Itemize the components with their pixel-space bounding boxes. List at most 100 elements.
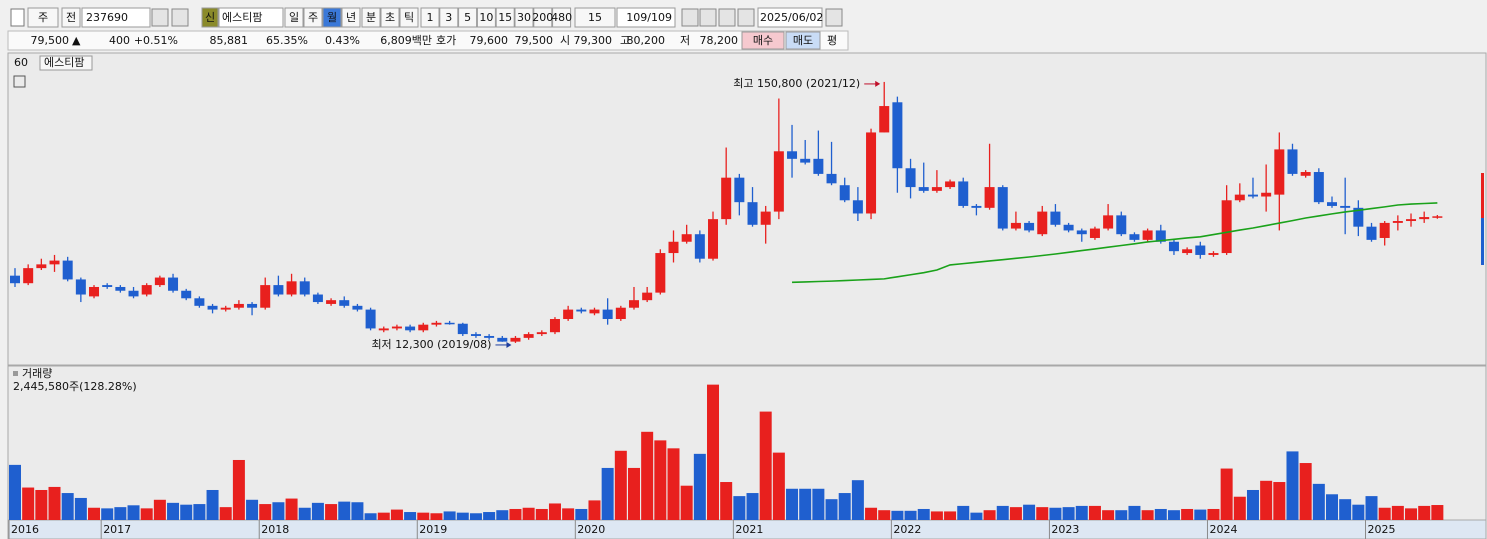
tool-icon[interactable]: [681, 8, 699, 27]
x-tick-label: 2025: [1368, 523, 1396, 536]
candle-body: [312, 294, 323, 303]
candle-body: [1221, 200, 1232, 254]
volume-bar: [1365, 496, 1378, 520]
name-box[interactable]: [218, 7, 284, 28]
menu-icon[interactable]: [10, 8, 25, 27]
tool-icon[interactable]: [825, 8, 843, 27]
candle-body: [958, 181, 969, 206]
volume-bar: [1141, 510, 1154, 520]
code-input[interactable]: [81, 7, 151, 28]
toolbar-button[interactable]: [399, 7, 419, 28]
candle-body: [655, 253, 666, 293]
toolbar-button[interactable]: [552, 7, 572, 28]
volume-bar: [983, 510, 996, 520]
date-box[interactable]: [757, 7, 823, 28]
toolbar-button[interactable]: [439, 7, 459, 28]
volume-bar: [930, 511, 943, 520]
candle-body: [470, 334, 481, 336]
toolbar-label: 1: [427, 11, 434, 24]
candle-body: [194, 298, 205, 306]
candle-body: [141, 285, 152, 295]
toolbar-button[interactable]: [495, 7, 515, 28]
volume-bar: [509, 508, 522, 520]
volume-bar: [891, 510, 904, 520]
tool-icon[interactable]: [699, 8, 717, 27]
volume-bar: [838, 493, 851, 520]
toolbar-label: 월: [327, 11, 337, 24]
volume-bar: [1036, 507, 1049, 520]
volume-bar: [483, 512, 496, 520]
candle-body: [918, 187, 929, 191]
range-box: [616, 7, 676, 28]
toolbar-button[interactable]: [201, 7, 219, 28]
tool-icon[interactable]: [737, 8, 755, 27]
candle-body: [747, 202, 758, 225]
toolbar-button[interactable]: [61, 7, 81, 28]
toolbar-button[interactable]: [420, 7, 440, 28]
toolbar-label: 5: [464, 11, 471, 24]
volume-bar: [325, 504, 338, 520]
volume-bar: [865, 507, 878, 520]
toolbar-button[interactable]: [341, 7, 361, 28]
candle-body: [681, 234, 692, 242]
toolbar-label: 주: [308, 11, 318, 24]
quote-open: 79,300: [574, 34, 613, 47]
candle-body: [1234, 194, 1245, 201]
candle-body: [800, 158, 811, 163]
toolbar-label: 15: [498, 11, 512, 24]
avg-label: 평: [827, 34, 837, 47]
volume-bar: [430, 513, 443, 520]
candle-body: [220, 307, 231, 310]
toolbar-button[interactable]: [533, 7, 553, 28]
toolbar-button[interactable]: [458, 7, 478, 28]
toolbar-button[interactable]: [514, 7, 534, 28]
volume-bar: [443, 511, 456, 520]
volume-bar: [957, 505, 970, 520]
candle-body: [1063, 224, 1074, 231]
toolbar-button[interactable]: [284, 7, 304, 28]
toolbar-button[interactable]: [322, 7, 342, 28]
candle-body: [642, 292, 653, 301]
volume-bar: [101, 508, 114, 520]
buy-button[interactable]: [741, 31, 785, 50]
volume-bar: [1220, 468, 1233, 520]
toolbar-button[interactable]: [574, 7, 616, 28]
volume-bar: [1260, 480, 1273, 520]
quote-high: 80,200: [627, 34, 666, 47]
x-tick-label: 2022: [893, 523, 921, 536]
candle-body: [813, 158, 824, 174]
volume-bar: [206, 489, 219, 520]
candle-body: [563, 309, 574, 320]
volume-bar: [114, 507, 127, 520]
tool-icon[interactable]: [718, 8, 736, 27]
grid-icon[interactable]: [13, 75, 26, 88]
volume-bar: [1181, 508, 1194, 520]
candle-body: [1103, 215, 1114, 229]
volume-bar: [272, 502, 285, 520]
toolbar-label: 분: [366, 11, 376, 24]
volume-bar: [153, 499, 166, 520]
candle-body: [905, 168, 916, 188]
toolbar-button[interactable]: [380, 7, 400, 28]
volume-bar: [707, 384, 720, 520]
range-up: [1481, 173, 1484, 218]
volume-bar: [285, 498, 298, 520]
sell-button[interactable]: [785, 31, 821, 50]
candle-body: [1024, 222, 1035, 231]
candle-body: [773, 151, 784, 212]
volume-bar: [1326, 494, 1338, 520]
toolbar-button[interactable]: [27, 7, 59, 28]
quote-turnover: 0.43%: [325, 34, 360, 47]
tool-icon[interactable]: [151, 8, 169, 27]
x-tick-label: 2023: [1051, 523, 1079, 536]
toolbar-button[interactable]: [476, 7, 496, 28]
volume-bar: [786, 488, 799, 520]
tool-icon[interactable]: [171, 8, 189, 27]
volume-bar: [970, 512, 983, 520]
candle-body: [1274, 149, 1285, 195]
toolbar-button[interactable]: [361, 7, 381, 28]
volume-bar: [759, 411, 772, 520]
toolbar-button[interactable]: [303, 7, 323, 28]
candle-body: [549, 319, 560, 333]
quote-change: 400: [109, 34, 130, 47]
